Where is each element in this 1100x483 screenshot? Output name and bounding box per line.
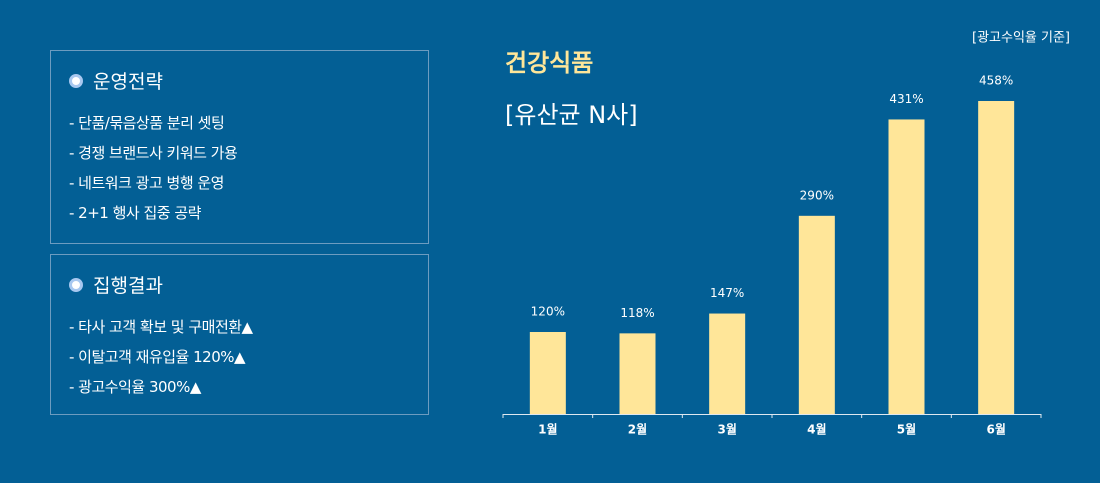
x-tick-label: 2월 <box>628 422 647 437</box>
panel-item: - 타사 고객 확보 및 구매전환▲ <box>69 318 253 336</box>
value-label: 458% <box>979 74 1013 88</box>
x-tick-label: 6월 <box>986 422 1005 437</box>
x-tick-label: 3월 <box>717 422 736 437</box>
note: [광고수익율 기준] <box>972 31 1070 46</box>
chart-title: 건강식품 <box>505 49 593 77</box>
heading-text: 집행결과 <box>93 275 163 297</box>
x-tick-label: 4월 <box>807 422 826 437</box>
panel-item: - 2+1 행사 집중 공략 <box>69 204 201 222</box>
panel-item: - 네트워크 광고 병행 운영 <box>69 174 225 192</box>
panel-item: - 경쟁 브랜드사 키워드 가용 <box>69 144 238 162</box>
panel-item: - 단품/묶음상품 분리 셋팅 <box>69 114 225 132</box>
value-label: 290% <box>800 188 834 202</box>
bullet <box>69 73 83 88</box>
bar <box>619 333 656 414</box>
bar <box>888 119 925 414</box>
panel-item: - 이탈고객 재유입율 120%▲ <box>69 348 246 366</box>
bullet <box>69 277 83 292</box>
value-label: 147% <box>710 286 744 300</box>
bar <box>709 313 746 414</box>
value-label: 431% <box>889 92 923 106</box>
panel-heading: 집행결과 <box>69 271 410 298</box>
x-tick-label: 1월 <box>538 422 557 437</box>
strategy-panel: 운영전략 - 단품/묶음상품 분리 셋팅 - 경쟁 브랜드사 키워드 가용 - … <box>50 50 429 244</box>
panel-item: - 광고수익율 300%▲ <box>69 378 201 396</box>
bar <box>978 101 1015 414</box>
result-panel: 집행결과 - 타사 고객 확보 및 구매전환▲ - 이탈고객 재유입율 120%… <box>50 254 429 415</box>
value-label: 120% <box>531 304 565 318</box>
heading-text: 운영전략 <box>93 71 163 93</box>
x-tick-label: 5월 <box>897 422 916 437</box>
value-label: 118% <box>620 306 654 320</box>
bar <box>529 331 566 414</box>
panel-heading: 운영전략 <box>69 67 410 94</box>
bar <box>798 215 835 414</box>
chart-subtitle: [유산균 N사] <box>505 101 638 129</box>
